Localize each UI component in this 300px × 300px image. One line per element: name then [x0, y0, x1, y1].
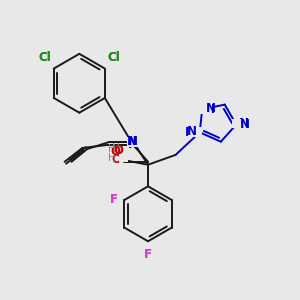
Text: F: F [110, 193, 118, 206]
Text: N: N [187, 125, 197, 138]
Text: N: N [127, 135, 137, 148]
Text: H: H [108, 153, 116, 163]
Text: O: O [112, 153, 122, 166]
Text: F: F [110, 193, 118, 206]
Text: F: F [144, 248, 152, 261]
Text: N: N [206, 102, 216, 115]
Text: N: N [128, 135, 138, 148]
Text: O: O [111, 145, 121, 158]
Text: H: H [112, 143, 119, 153]
Bar [188, 128, 202, 137]
Bar [118, 152, 128, 162]
Text: Cl: Cl [108, 51, 121, 64]
Bar [232, 119, 246, 128]
Text: N: N [240, 118, 250, 131]
Text: H: H [108, 144, 116, 154]
Bar [198, 104, 212, 114]
Text: N: N [205, 103, 215, 116]
Text: N: N [128, 138, 138, 151]
Text: N: N [239, 117, 249, 130]
Text: Cl: Cl [38, 51, 51, 64]
Text: F: F [144, 248, 152, 261]
Text: Cl: Cl [38, 51, 51, 64]
Text: Cl: Cl [108, 51, 121, 64]
Bar [128, 137, 139, 147]
Text: O: O [113, 144, 124, 157]
Text: N: N [185, 126, 195, 139]
